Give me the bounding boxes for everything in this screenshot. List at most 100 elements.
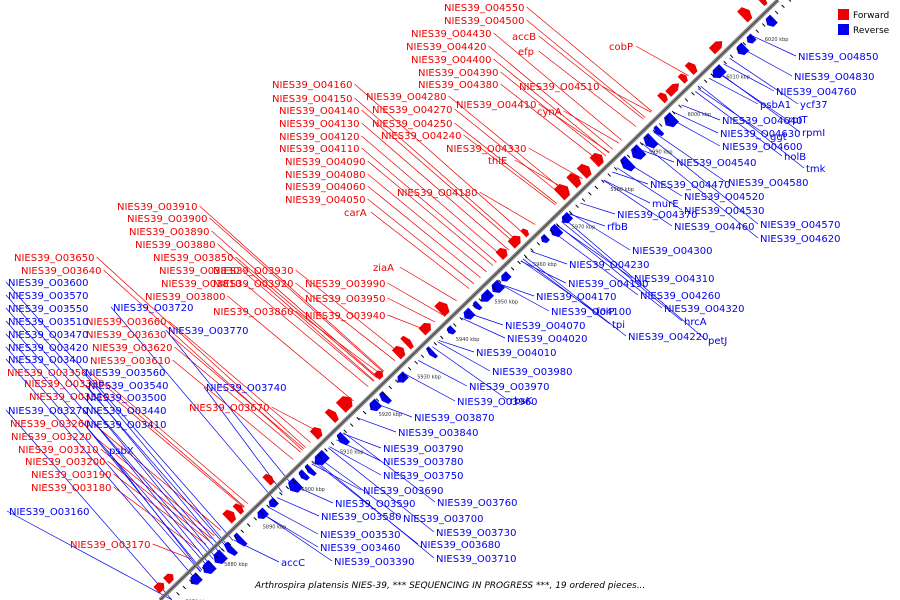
forward-gene-label: efp: [518, 47, 534, 58]
tick-mark: [581, 198, 586, 202]
reverse-gene-arrow: [463, 307, 476, 320]
label-connector: [93, 435, 215, 537]
forward-gene-label: thiE: [488, 156, 507, 167]
label-connector: [497, 282, 550, 312]
tick-mark: [678, 104, 682, 109]
tick-mark: [549, 229, 554, 234]
tick-label: 5990 kbp: [649, 149, 673, 155]
reverse-gene-label: NIES39_O03840: [398, 428, 479, 439]
label-connector: [740, 47, 793, 77]
tick-mark: [684, 98, 689, 102]
tick-mark: [485, 291, 489, 296]
tick-mark: [665, 116, 669, 121]
reverse-gene-arrow: [257, 507, 269, 519]
forward-gene-label: NIES39_O03640: [21, 266, 102, 277]
label-connector: [83, 409, 210, 564]
reverse-gene-arrow: [620, 155, 636, 172]
label-connector: [641, 142, 759, 239]
label-connector: [454, 108, 565, 198]
label-connector: [601, 85, 652, 113]
forward-gene-label: NIES39_O03210: [18, 445, 99, 456]
forward-gene-label: NIES39_O04080: [285, 170, 366, 181]
label-connector: [5, 307, 221, 554]
label-connector: [493, 32, 623, 141]
reverse-gene-label: NIES39_O03870: [414, 413, 495, 424]
tick-mark: [272, 498, 277, 502]
reverse-gene-label: murE: [652, 199, 679, 210]
reverse-gene-label: NIES39_O03470: [8, 330, 89, 341]
tick-mark: [774, 10, 779, 15]
reverse-gene-arrow: [501, 271, 512, 282]
tick-mark: [266, 504, 270, 509]
reverse-gene-arrow: [336, 431, 351, 446]
reverse-gene-arrow: [550, 223, 564, 238]
label-connector: [110, 306, 275, 501]
tick-mark: [736, 48, 740, 52]
tick-label: 5950 kbp: [495, 299, 519, 305]
label-connector: [404, 373, 456, 402]
label-connector: [648, 136, 759, 225]
tick-mark: [510, 266, 515, 271]
label-connector: [653, 131, 727, 183]
label-connector: [168, 320, 311, 443]
forward-gene-arrow: [708, 41, 723, 55]
reverse-gene-arrow: [223, 541, 239, 557]
reverse-gene-label: NIES39_O03460: [320, 543, 401, 554]
label-connector: [636, 147, 675, 163]
forward-gene-arrow: [153, 582, 165, 594]
forward-gene-arrow: [576, 163, 592, 179]
label-connector: [563, 218, 707, 341]
reverse-gene-label: NIES39_O04260: [640, 291, 721, 302]
tick-mark: [562, 216, 566, 221]
forward-gene-arrow: [665, 83, 679, 97]
tick-mark: [607, 173, 611, 177]
reverse-gene-label: NIES39_O04370: [617, 210, 698, 221]
reverse-gene-label: NIES39_O04010: [476, 348, 557, 359]
label-connector: [500, 83, 601, 162]
forward-gene-arrow: [324, 408, 339, 424]
label-connector: [432, 346, 509, 401]
reverse-gene-label: NIES39_O04020: [507, 334, 588, 345]
forward-gene-label: NIES39_O03830: [159, 266, 240, 277]
tick-mark: [768, 16, 772, 21]
tick-mark: [176, 591, 180, 596]
reverse-gene-label: NIES39_O03580: [321, 512, 402, 523]
label-connector: [697, 88, 769, 137]
label-connector: [5, 358, 195, 578]
reverse-gene-label: NIES39_O03970: [469, 382, 550, 393]
label-connector: [603, 179, 651, 204]
reverse-gene-label: NIES39_O03510: [8, 317, 89, 328]
tick-mark: [227, 541, 232, 546]
reverse-gene-label: NIES39_O04630: [720, 129, 801, 140]
tick-mark: [498, 279, 502, 284]
forward-gene-label: NIES39_O04240: [381, 131, 462, 142]
reverse-gene-arrow: [288, 477, 304, 493]
forward-gene-label: NIES39_O03190: [31, 470, 112, 481]
tick-mark: [459, 316, 463, 321]
tick-mark: [788, 0, 792, 2]
reverse-gene-label: NIES39_O04320: [664, 304, 745, 315]
reverse-gene-label: NIES39_O04170: [536, 292, 617, 303]
forward-gene-label: NIES39_O04390: [418, 68, 499, 79]
tick-label: 5920 kbp: [379, 412, 403, 418]
label-connector: [329, 446, 382, 476]
label-connector: [715, 71, 787, 120]
forward-gene-arrow: [335, 396, 353, 413]
tick-mark: [259, 510, 264, 515]
tick-mark: [504, 273, 508, 277]
tick-mark: [292, 479, 296, 484]
label-connector: [387, 282, 443, 316]
tick-mark: [189, 579, 193, 584]
reverse-gene-label: NIES39_O04300: [632, 246, 713, 257]
label-connector: [612, 171, 649, 185]
label-connector: [92, 422, 221, 531]
label-connector: [89, 371, 245, 508]
label-connector: [695, 91, 783, 157]
tick-label: 5940 kbp: [456, 337, 480, 343]
forward-gene-label: NIES39_O03310: [29, 392, 110, 403]
forward-gene-label: NIES39_O04180: [397, 188, 478, 199]
label-connector: [165, 329, 292, 484]
reverse-gene-label: NIES39_O03700: [403, 514, 484, 525]
tick-mark: [633, 148, 637, 152]
